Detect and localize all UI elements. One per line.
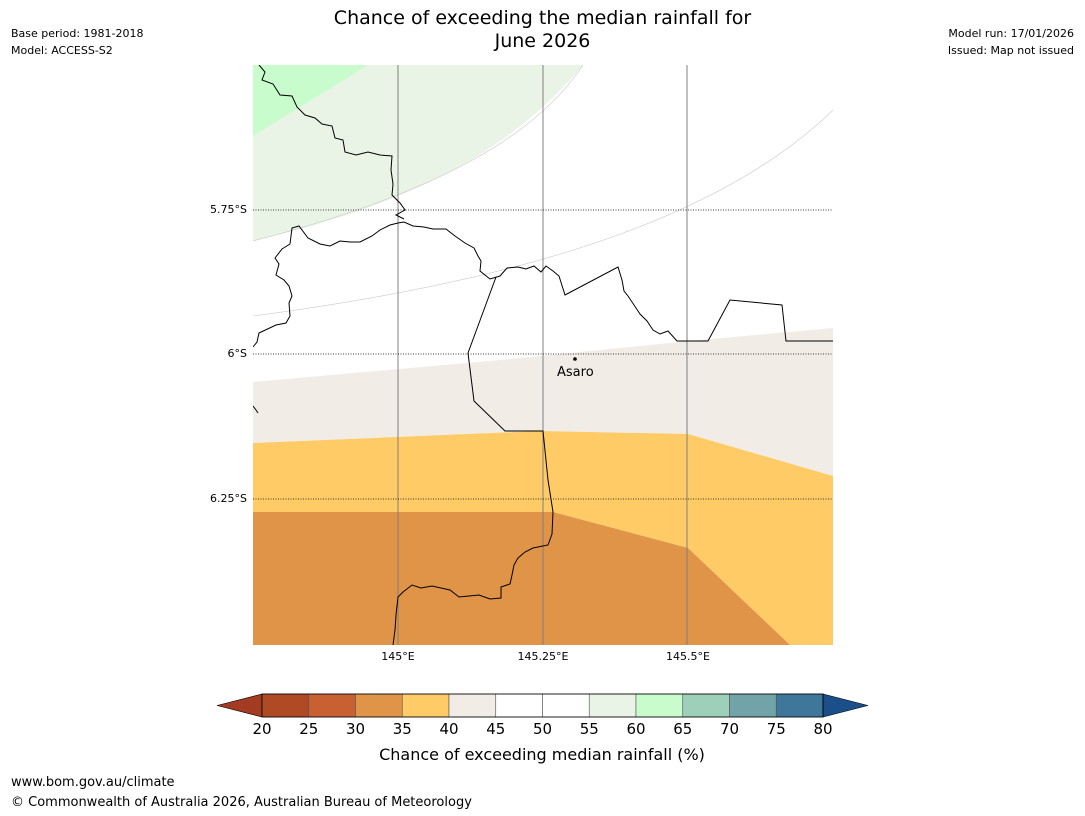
colorbar-tick-label: 50 xyxy=(532,720,553,738)
longitude-label: 145.25°E xyxy=(517,650,569,663)
map-title: Chance of exceeding the median rainfall … xyxy=(0,7,1085,53)
colorbar-tick-label: 65 xyxy=(673,720,693,738)
colorbar-tick-label: 60 xyxy=(626,720,646,738)
province-boundary xyxy=(253,405,259,414)
colorbar-cell xyxy=(261,693,310,718)
region-55-60 xyxy=(253,65,583,241)
colorbar-tick-label: 35 xyxy=(392,720,412,738)
latitude-label: 5.75°S xyxy=(210,203,247,216)
colorbar-tick-label: 40 xyxy=(439,720,459,738)
colorbar-tick-label: 80 xyxy=(813,720,833,738)
province-boundary xyxy=(392,276,554,645)
probability-shading xyxy=(253,65,833,645)
issued-text: Issued: Map not issued xyxy=(947,44,1074,57)
colorbar-cell xyxy=(355,693,403,718)
latitude-label: 6°S xyxy=(227,347,247,360)
colorbar-cell xyxy=(588,693,637,718)
colorbar-tick-label: 55 xyxy=(579,720,599,738)
base-period-text: Base period: 1981-2018 xyxy=(11,27,144,40)
colorbar-tick-label: 75 xyxy=(766,720,786,738)
colorbar-cell xyxy=(729,693,777,718)
colorbar-tick-label: 30 xyxy=(345,720,366,738)
colorbar-cell xyxy=(635,693,684,718)
colorbar-tick-label: 45 xyxy=(486,720,506,738)
colorbar-cell xyxy=(448,693,497,718)
place-label: Asaro xyxy=(557,365,594,380)
footer-copyright: © Commonwealth of Australia 2026, Austra… xyxy=(11,795,472,810)
footer-url: www.bom.gov.au/climate xyxy=(11,775,175,790)
colorbar-extend-high xyxy=(822,693,869,718)
model-run-text: Model run: 17/01/2026 xyxy=(948,27,1074,40)
colorbar-label: Chance of exceeding median rainfall (%) xyxy=(379,745,705,764)
colorbar-extend-low xyxy=(216,693,263,718)
latitude-label: 6.25°S xyxy=(210,492,247,505)
province-boundary xyxy=(253,221,833,348)
title-line-1: Chance of exceeding the median rainfall … xyxy=(333,7,752,29)
colorbar-tick-label: 25 xyxy=(299,720,319,738)
metadata-left: Base period: 1981-2018 Model: ACCESS-S2 xyxy=(11,25,143,59)
colorbar-outline xyxy=(261,693,824,718)
colorbar-cell xyxy=(542,693,590,718)
colorbar-cell xyxy=(308,693,356,718)
longitude-label: 145.5°E xyxy=(666,650,710,663)
title-line-2: June 2026 xyxy=(494,30,591,52)
longitude-label: 145°E xyxy=(381,650,415,663)
colorbar-cell xyxy=(682,693,730,718)
model-text: Model: ACCESS-S2 xyxy=(11,44,113,57)
colorbar-cell xyxy=(775,693,824,718)
colorbar-cell xyxy=(401,693,450,718)
province-boundary xyxy=(258,65,406,220)
colorbar-cell xyxy=(495,693,543,718)
town-marker xyxy=(573,357,577,361)
contour-line xyxy=(253,109,833,317)
colorbar-tick-label: 70 xyxy=(719,720,740,738)
contour-line xyxy=(253,65,584,242)
metadata-right: Model run: 17/01/2026 Issued: Map not is… xyxy=(948,25,1074,59)
colorbar-tick-label: 20 xyxy=(252,720,272,738)
region-60-65 xyxy=(253,65,368,136)
region-30-35 xyxy=(253,512,790,645)
